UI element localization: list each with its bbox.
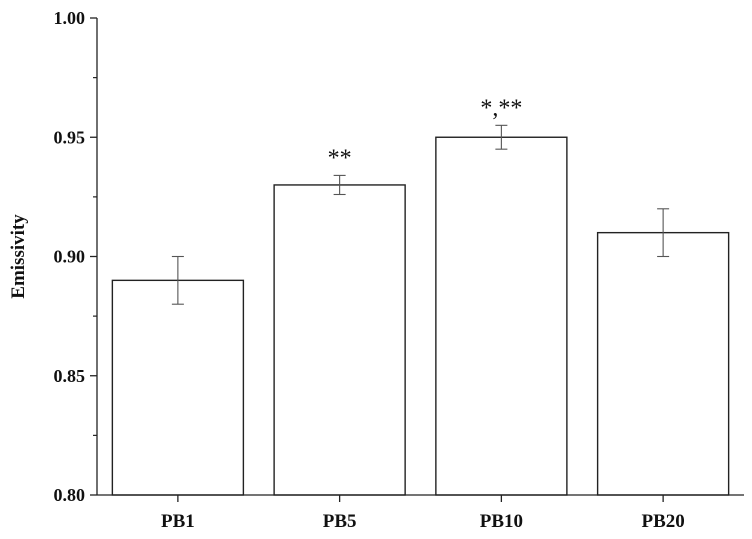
error-bar-pb5 bbox=[333, 174, 346, 196]
bars-layer bbox=[111, 136, 730, 496]
significance-label-pb5: ** bbox=[328, 145, 352, 171]
error-bar-pb20 bbox=[657, 208, 670, 258]
y-tick-label: 0.85 bbox=[54, 366, 86, 386]
x-tick-label-pb10: PB10 bbox=[480, 511, 523, 532]
bar-pb5 bbox=[273, 184, 406, 496]
bar-pb1 bbox=[111, 279, 245, 496]
y-ticks-layer: 0.80 0.85 0.90 0.95 1.00 bbox=[54, 8, 97, 505]
significance-label-pb10: *,** bbox=[480, 95, 522, 121]
x-tick-label-pb20: PB20 bbox=[641, 511, 684, 532]
error-bar-pb10 bbox=[495, 124, 508, 150]
x-tick-label-pb1: PB1 bbox=[161, 511, 195, 532]
y-tick-label: 0.90 bbox=[54, 247, 86, 267]
y-axis-title: Emissivity bbox=[8, 214, 29, 299]
x-tick-label-pb5: PB5 bbox=[323, 511, 357, 532]
y-tick-label: 0.80 bbox=[54, 485, 86, 505]
x-ticks-layer: PB1 PB5 PB10 PB20 bbox=[161, 495, 685, 532]
annotations-layer: ** *,** bbox=[328, 95, 523, 171]
error-bar-pb1 bbox=[171, 255, 184, 305]
bar-pb20 bbox=[596, 231, 730, 496]
y-tick-label: 1.00 bbox=[54, 8, 86, 28]
error-bars-layer bbox=[171, 124, 670, 305]
y-tick-label: 0.95 bbox=[54, 127, 86, 147]
bar-pb10 bbox=[435, 136, 568, 496]
